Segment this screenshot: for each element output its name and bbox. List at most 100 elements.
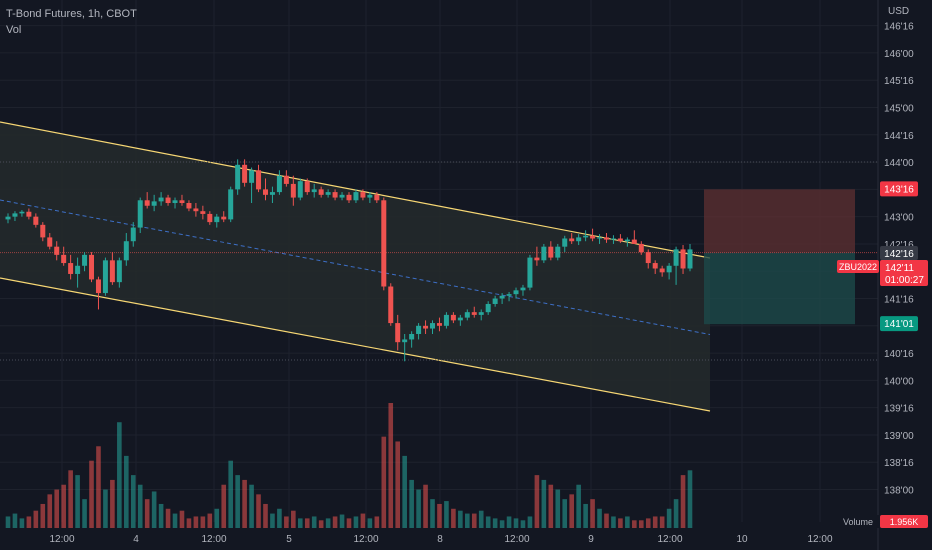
- volume-bar: [207, 513, 213, 528]
- volume-bar: [263, 503, 268, 528]
- volume-bar: [604, 513, 609, 528]
- candle: [687, 249, 693, 269]
- volume-value: 1.956K: [890, 517, 919, 527]
- x-tick-label: 12:00: [49, 534, 74, 545]
- candle: [402, 339, 408, 343]
- candle: [109, 260, 115, 283]
- volume-bar: [597, 508, 602, 528]
- volume-bar: [353, 516, 359, 528]
- volume-bar: [137, 484, 143, 528]
- candle: [82, 254, 88, 266]
- volume-bar: [325, 518, 331, 528]
- x-tick-label: 12:00: [353, 534, 378, 545]
- candle: [75, 265, 81, 274]
- candle: [645, 252, 651, 264]
- volume-label: Volume: [843, 517, 873, 527]
- candle: [242, 164, 248, 183]
- candle: [652, 263, 658, 269]
- volume-bar: [638, 520, 644, 528]
- volume-bar: [618, 518, 623, 528]
- volume-bar: [277, 508, 282, 528]
- candle: [172, 200, 178, 204]
- volume-bar: [193, 516, 199, 528]
- volume-bar: [367, 518, 373, 528]
- candle: [409, 333, 415, 340]
- volume-bar: [12, 513, 18, 528]
- volume-bar: [673, 499, 679, 528]
- target-price-text: 141'01: [884, 319, 914, 330]
- currency-label: USD: [888, 6, 909, 17]
- volume-bar: [562, 499, 568, 528]
- candle: [673, 249, 679, 266]
- volume-bar: [249, 484, 254, 528]
- volume-bar: [124, 455, 129, 528]
- candle: [492, 298, 498, 304]
- candle: [527, 257, 533, 288]
- candle: [430, 323, 436, 329]
- candle: [186, 203, 192, 209]
- volume-bar: [117, 422, 122, 528]
- candle: [624, 239, 630, 242]
- candle: [151, 201, 157, 206]
- x-tick-label: 12:00: [201, 534, 226, 545]
- candle: [26, 211, 32, 217]
- symbol-tag-text: ZBU2022: [839, 262, 877, 272]
- candle: [325, 192, 331, 195]
- candle: [130, 227, 136, 242]
- symbol-title: T-Bond Futures, 1h, CBOT: [6, 8, 137, 20]
- volume-bar: [520, 520, 526, 528]
- candle: [631, 239, 637, 244]
- stop-price-text: 143'16: [884, 184, 914, 195]
- volume-bar: [151, 491, 157, 528]
- volume-bar: [645, 518, 651, 528]
- volume-bar: [179, 510, 185, 528]
- candle: [318, 189, 324, 195]
- volume-bar: [221, 484, 227, 528]
- volume-bar: [527, 516, 533, 528]
- candle: [54, 246, 60, 255]
- y-tick-label: 145'00: [884, 104, 914, 115]
- candle: [262, 189, 268, 195]
- volume-bar: [360, 513, 366, 528]
- volume-bar: [590, 499, 595, 528]
- candle: [221, 216, 227, 220]
- candle: [214, 216, 220, 223]
- x-tick-label: 8: [437, 534, 443, 545]
- candle: [395, 323, 401, 343]
- volume-bar: [200, 516, 206, 528]
- volume-bar: [437, 503, 442, 528]
- volume-bar: [499, 520, 505, 528]
- candle: [207, 213, 213, 223]
- countdown-text: 01:00:27: [885, 275, 924, 286]
- volume-bar: [332, 516, 338, 528]
- candle: [165, 197, 171, 204]
- volume-bar: [339, 514, 345, 528]
- y-tick-label: 144'00: [884, 158, 914, 169]
- candle: [367, 194, 373, 198]
- candle: [249, 170, 255, 183]
- y-tick-label: 140'16: [884, 349, 914, 360]
- candle: [360, 192, 366, 198]
- candle: [40, 224, 46, 238]
- candle: [123, 241, 129, 261]
- x-tick-label: 12:00: [807, 534, 832, 545]
- candle: [304, 181, 310, 193]
- volume-bar: [409, 479, 414, 528]
- candle: [276, 175, 282, 193]
- y-tick-label: 141'16: [884, 295, 914, 306]
- volume-bar: [130, 475, 136, 528]
- volume-bar: [451, 508, 456, 528]
- candle: [332, 192, 338, 198]
- candle: [388, 286, 394, 324]
- y-tick-label: 143'00: [884, 213, 914, 224]
- candle: [339, 194, 345, 198]
- volume-bar: [186, 518, 192, 528]
- candle: [311, 189, 317, 193]
- candle: [534, 257, 540, 261]
- y-tick-label: 146'00: [884, 49, 914, 60]
- candle: [450, 314, 456, 321]
- volume-bar: [471, 513, 477, 528]
- volume-bar: [165, 508, 171, 528]
- volume-bar: [228, 460, 233, 528]
